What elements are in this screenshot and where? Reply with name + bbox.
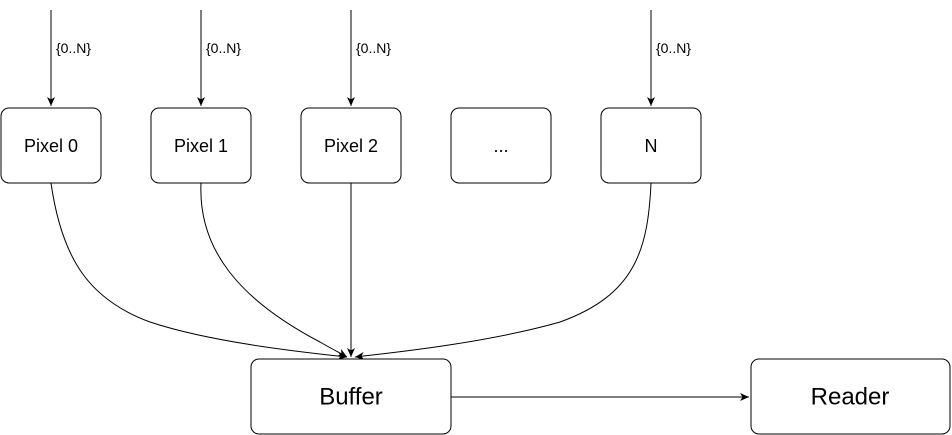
node-ellipsis-box	[450, 107, 552, 184]
node-pixel-n-label: N	[645, 136, 658, 156]
node-buffer-label: Buffer	[319, 384, 383, 411]
node-pixel-2-label: Pixel 2	[324, 136, 378, 156]
node-ellipsis-label: ...	[493, 136, 508, 156]
input-label-pixel2: {0..N}	[356, 40, 391, 56]
node-ellipsis[interactable]: ...	[450, 107, 552, 184]
node-buffer[interactable]: Buffer	[250, 358, 452, 435]
input-label-pixel0: {0..N}	[56, 40, 91, 56]
input-label-pixel-n: {0..N}	[656, 40, 691, 56]
node-reader-label: Reader	[811, 384, 890, 411]
node-reader[interactable]: Reader	[750, 358, 951, 435]
edge-pixel-n-to-buffer	[354, 182, 652, 360]
node-pixel-n[interactable]: N	[600, 107, 702, 184]
node-pixel-2[interactable]: Pixel 2	[300, 107, 402, 184]
edge-pixel1-to-buffer	[200, 182, 348, 358]
node-pixel-0[interactable]: Pixel 0	[0, 107, 102, 184]
edge-pixel0-to-buffer	[50, 182, 348, 361]
node-pixel-1-label: Pixel 1	[174, 136, 228, 156]
node-pixel-1[interactable]: Pixel 1	[150, 107, 252, 184]
node-pixel-0-label: Pixel 0	[24, 136, 78, 156]
node-reader-box	[750, 358, 951, 435]
input-label-pixel1: {0..N}	[206, 40, 241, 56]
